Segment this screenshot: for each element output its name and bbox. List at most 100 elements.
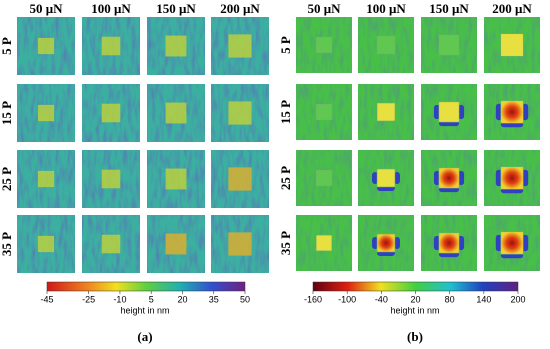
pile-up <box>433 235 440 251</box>
indent-square <box>315 234 333 252</box>
afm-image <box>421 17 477 73</box>
pile-up <box>458 170 465 186</box>
pile-up <box>522 103 529 121</box>
pile-up <box>393 172 400 184</box>
afm-image <box>211 150 269 208</box>
afm-image <box>82 84 140 142</box>
colorbar <box>312 281 519 292</box>
indent-square <box>376 35 396 55</box>
afm-image <box>147 215 205 273</box>
colorbar-tick-label: 200 <box>510 294 525 304</box>
afm-image <box>484 215 540 271</box>
afm-image <box>211 84 269 142</box>
row-header: 5 P <box>0 37 14 55</box>
colorbar <box>46 281 246 292</box>
column-header: 100 μN <box>91 1 131 16</box>
column-header: 100 μN <box>366 1 406 16</box>
indent-square <box>376 168 396 188</box>
colorbar-tick-label: 35 <box>209 294 219 304</box>
indent-square <box>37 170 55 188</box>
colorbar-tick-label: -40 <box>375 294 388 304</box>
pile-up <box>372 172 379 184</box>
row-header: 35 P <box>0 232 14 256</box>
indent-square <box>101 234 121 254</box>
column-header: 200 μN <box>492 1 532 16</box>
indent-square <box>315 103 333 121</box>
indent-square <box>228 232 252 256</box>
colorbar-tick-label: 140 <box>476 294 491 304</box>
afm-image <box>358 17 414 73</box>
colorbar-label: height in nm <box>390 305 439 315</box>
figure-content: 50 μN 100 μN 150 μN 200 μN 5 P 15 P 25 P 35 P -4… <box>0 1 540 344</box>
afm-image <box>484 17 540 73</box>
indent-square <box>101 169 121 189</box>
afm-image <box>421 215 477 271</box>
indent-square <box>438 232 460 254</box>
column-header: 150 μN <box>429 1 469 16</box>
indent-square <box>500 100 524 124</box>
pile-up <box>458 104 465 120</box>
afm-image <box>296 150 352 206</box>
afm-image <box>211 17 269 75</box>
indent-square <box>165 233 187 255</box>
indent-square <box>315 36 333 54</box>
row-header: 25 P <box>278 166 293 190</box>
afm-image <box>484 84 540 140</box>
pile-up <box>495 169 502 187</box>
row-header: 25 P <box>0 167 14 191</box>
pile-up <box>522 169 529 187</box>
indent-square <box>376 102 396 122</box>
indent-square <box>438 167 460 189</box>
indent-square <box>228 101 252 125</box>
pile-up <box>433 170 440 186</box>
afm-image <box>296 17 352 73</box>
afm-image <box>147 150 205 208</box>
colorbar-tick-label: 5 <box>149 294 154 304</box>
colorbar-tick-label: 20 <box>410 294 420 304</box>
column-header: 50 μN <box>29 1 63 16</box>
indent-square <box>315 169 333 187</box>
indent-square <box>376 233 396 253</box>
pile-up <box>433 104 440 120</box>
colorbar-tick-label: -10 <box>113 294 126 304</box>
indent-square <box>500 231 524 255</box>
afm-image <box>358 215 414 271</box>
afm-image <box>17 84 75 142</box>
afm-image <box>296 84 352 140</box>
row-header: 15 P <box>0 101 14 125</box>
afm-image <box>421 150 477 206</box>
indent-square <box>228 167 252 191</box>
indent-square <box>165 35 187 57</box>
pile-up <box>495 103 502 121</box>
row-header: 35 P <box>278 231 293 255</box>
indent-square <box>228 34 252 58</box>
indent-square <box>101 36 121 56</box>
indent-square <box>37 37 55 55</box>
indent-square <box>37 104 55 122</box>
afm-image <box>211 215 269 273</box>
afm-image <box>17 17 75 75</box>
colorbar-tick-label: 80 <box>445 294 455 304</box>
afm-image <box>358 150 414 206</box>
afm-image <box>421 84 477 140</box>
column-header: 50 μN <box>307 1 341 16</box>
colorbar-label: height in nm <box>120 305 169 315</box>
panel-label: (b) <box>407 329 423 344</box>
colorbar-tick-label: -25 <box>82 294 95 304</box>
colorbar-tick-label: 20 <box>177 294 187 304</box>
indent-square <box>165 168 187 190</box>
row-header: 5 P <box>278 36 293 54</box>
row-header: 15 P <box>278 100 293 124</box>
colorbar-tick-label: -100 <box>338 294 356 304</box>
colorbar-tick-label: -160 <box>304 294 322 304</box>
column-header: 200 μN <box>220 1 260 16</box>
afm-image <box>82 150 140 208</box>
afm-image <box>296 215 352 271</box>
colorbar-tick-label: 50 <box>240 294 250 304</box>
pile-up <box>522 234 529 252</box>
pile-up <box>495 234 502 252</box>
afm-image <box>17 215 75 273</box>
pile-up <box>458 235 465 251</box>
indent-square <box>438 34 460 56</box>
